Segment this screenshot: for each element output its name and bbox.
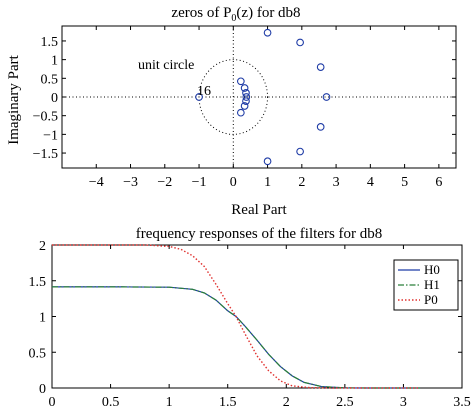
- freq-ytick-label: 2: [39, 239, 46, 254]
- freq-ytick-label: 0: [39, 382, 46, 397]
- zeros-plot-ylabel: Imaginary Part: [6, 54, 22, 144]
- zeros-plot-title: zeros of P0(z) for db8: [171, 5, 300, 24]
- freq-ytick-label: 1: [39, 311, 46, 326]
- freq-xtick-label: 3.5: [453, 395, 471, 410]
- zeros-xtick-label: 4: [367, 175, 374, 190]
- zero-marker: [316, 123, 325, 131]
- freq-xtick-label: 1.5: [219, 395, 237, 410]
- legend-box: [393, 259, 459, 311]
- zero-marker: [296, 38, 304, 47]
- series-line-h0: [52, 286, 421, 389]
- zero-marker: [242, 93, 251, 101]
- zeros-xtick-label: 1: [264, 175, 271, 190]
- series-line-h1: [52, 286, 421, 389]
- zero-marker: [242, 89, 250, 97]
- zeros-xtick-label: −4: [89, 175, 104, 190]
- freq-xtick-label: 0.5: [102, 395, 120, 410]
- zeros-xtick-label: 0: [230, 175, 237, 190]
- zero-marker: [242, 97, 250, 105]
- freq-xtick-label: 0: [49, 395, 56, 410]
- freq-ytick-label: 0.5: [29, 346, 47, 361]
- zero-marker: [240, 84, 249, 92]
- zeros-ytick-label: 1.5: [41, 35, 59, 50]
- zero-marker: [236, 108, 245, 117]
- legend: H0 H1 P0: [393, 259, 459, 311]
- zeros-xtick-label: −1: [192, 175, 207, 190]
- legend-label-p0: P0: [424, 292, 438, 307]
- freq-xtick-label: 1: [166, 395, 173, 410]
- zeros-ytick-label: 0.5: [41, 72, 59, 87]
- zeros-xtick-label: 3: [333, 175, 340, 190]
- zero-marker: [236, 77, 245, 86]
- zeros-plot: zeros of P0(z) for db8 −4 −3 −2 −1 0 1 2 3 4 5 6 1.…: [6, 5, 457, 218]
- unit-circle-label: unit circle: [138, 58, 194, 73]
- multiplicity-label: 16: [197, 84, 211, 99]
- zero-marker: [240, 102, 249, 110]
- zero-marker: [316, 63, 325, 71]
- zeros-ytick-label: −0.5: [33, 110, 58, 125]
- zeros-ytick-label: 1: [51, 54, 58, 69]
- zeros-ytick-label: −1.5: [33, 147, 58, 162]
- zero-marker: [263, 28, 272, 37]
- zeros-xtick-label: 2: [298, 175, 305, 190]
- frequency-plot-title: frequency responses of the filters for d…: [136, 226, 383, 242]
- series-line-p0: [52, 244, 421, 389]
- frequency-plot: frequency responses of the filters for d…: [29, 226, 471, 410]
- zeros-xtick-label: −3: [123, 175, 138, 190]
- zero-marker: [296, 147, 304, 156]
- zeros-plot-xlabel: Real Part: [231, 202, 287, 218]
- zero-marker: [195, 93, 203, 101]
- freq-xtick-label: 3: [400, 395, 407, 410]
- zeros-xtick-label: 5: [401, 175, 408, 190]
- legend-label-h1: H1: [424, 277, 440, 292]
- zeros-ytick-label: −1: [43, 128, 58, 143]
- unit-circle: [198, 59, 269, 135]
- freq-xtick-label: 2.5: [336, 395, 354, 410]
- zeros-ytick-label: 0: [51, 91, 58, 106]
- zero-marker: [263, 157, 272, 166]
- zero-marker: [322, 93, 331, 101]
- freq-xtick-label: 2: [283, 395, 290, 410]
- legend-label-h0: H0: [424, 262, 440, 277]
- freq-ytick-label: 1.5: [29, 275, 47, 290]
- zeros-xtick-label: −2: [157, 175, 172, 190]
- zeros-xtick-label: 6: [435, 175, 442, 190]
